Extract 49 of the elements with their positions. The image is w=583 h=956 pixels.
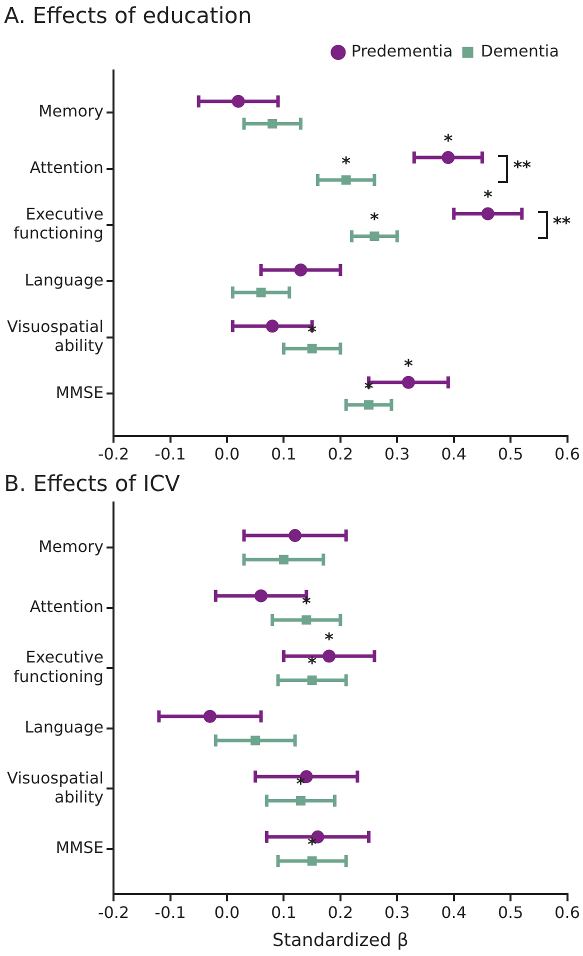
x-tick-label: 0.1 [270, 444, 296, 464]
y-tick-label: Memory [38, 102, 104, 121]
x-tick-label: 0.6 [554, 444, 580, 464]
chart-title: B. Effects of ICV [4, 472, 180, 497]
data-label: * [296, 774, 306, 795]
y-tick-label: Language [24, 718, 104, 737]
x-tick-label: 0.5 [498, 902, 524, 922]
data-label: * [483, 188, 492, 208]
x-tick-label: 0.5 [498, 444, 524, 464]
x-tick-label: 0.0 [214, 444, 240, 464]
y-tick-label: Attention [30, 158, 104, 177]
x-tick-label: 0.1 [270, 902, 296, 922]
x-tick-label: -0.1 [154, 444, 186, 464]
annotation: ** [513, 158, 531, 178]
data-label: * [444, 131, 453, 152]
x-tick-label: 0.2 [328, 902, 354, 922]
x-tick-label: -0.2 [98, 902, 130, 922]
data-label: * [364, 378, 374, 399]
y-tick-label: MMSE [56, 382, 104, 402]
y-tick-label: Visuospatial ability [6, 768, 104, 806]
x-tick-label: 0.4 [441, 444, 467, 464]
data-label: * [308, 322, 317, 343]
x-tick-label: -0.1 [154, 902, 186, 922]
data-label: * [370, 210, 380, 230]
x-tick-label: 0.3 [384, 444, 410, 464]
x-axis-title: Standardized β [272, 930, 408, 951]
y-tick-label: Executive functioning [13, 648, 104, 686]
x-tick-label: 0.2 [328, 444, 354, 464]
data-label: * [308, 834, 317, 855]
y-tick-label: Language [24, 270, 104, 290]
data-label: * [324, 630, 334, 650]
x-tick-label: 0.4 [441, 902, 467, 922]
y-tick-label: Attention [30, 597, 104, 616]
y-tick-label: Memory [38, 536, 104, 556]
x-tick-label: 0.6 [554, 902, 580, 922]
annotation: ** [552, 214, 571, 234]
x-tick-label: 0.3 [384, 902, 410, 922]
data-label: * [404, 356, 414, 376]
data-label: * [342, 154, 351, 174]
y-tick-label: MMSE [56, 838, 104, 858]
y-tick-label: Executive functioning [13, 204, 104, 243]
data-label: * [302, 594, 311, 614]
data-label: * [308, 654, 317, 674]
x-tick-label: 0.0 [214, 902, 240, 922]
legend-label: Predementia [351, 42, 453, 61]
y-tick-label: Visuospatial ability [6, 316, 104, 356]
chart-title: A. Effects of education [4, 4, 252, 29]
x-tick-label: -0.2 [98, 444, 130, 464]
legend-label: Dementia [480, 42, 560, 61]
